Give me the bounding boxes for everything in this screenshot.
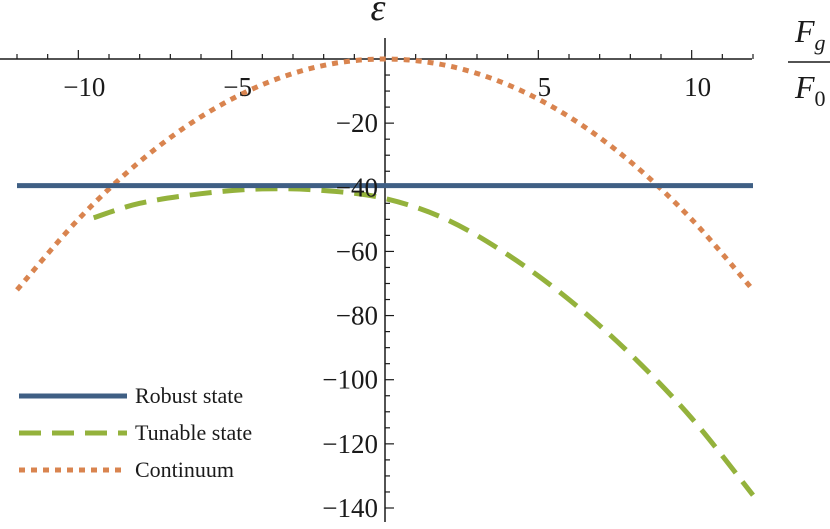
x-tick-label: −10 bbox=[63, 72, 105, 102]
x-axis-title: Fg F0 bbox=[788, 13, 830, 111]
y-tick-label: −120 bbox=[322, 429, 378, 459]
series-line-continuum bbox=[15, 56, 755, 292]
x-tick-label: 5 bbox=[538, 72, 552, 102]
legend-item: Continuum bbox=[19, 457, 234, 482]
x-tick-label: −5 bbox=[223, 72, 252, 102]
y-tick-label: −140 bbox=[322, 493, 378, 523]
y-tick-label: −80 bbox=[336, 301, 378, 331]
series-layer bbox=[15, 56, 755, 497]
y-tick-label: −100 bbox=[322, 365, 378, 395]
legend-label: Continuum bbox=[135, 457, 234, 482]
y-tick-label: −20 bbox=[336, 108, 378, 138]
y-tick-label: −60 bbox=[336, 236, 378, 266]
legend-label: Tunable state bbox=[135, 420, 252, 445]
series-line-tunable-state bbox=[92, 186, 755, 497]
axes bbox=[0, 38, 754, 522]
legend-item: Tunable state bbox=[19, 420, 252, 445]
x-axis-title-denominator: F0 bbox=[794, 69, 826, 111]
legend-label: Robust state bbox=[135, 383, 243, 408]
y-tick-label: −40 bbox=[336, 172, 378, 202]
x-axis-title-numerator: Fg bbox=[794, 13, 826, 55]
tick-labels: −10 −5 5 10 −20 −40 −60 −80 −100 −120 −140 bbox=[63, 72, 711, 523]
legend-item: Robust state bbox=[19, 383, 243, 408]
x-tick-label: 10 bbox=[684, 72, 711, 102]
legend: Robust state Tunable state Continuum bbox=[19, 383, 252, 482]
y-axis-title: ε bbox=[371, 0, 386, 29]
